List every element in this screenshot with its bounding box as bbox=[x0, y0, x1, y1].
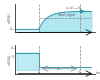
Text: Ideal signal: Ideal signal bbox=[58, 13, 75, 17]
Text: $v_D=V_{Dmax}(t)$: $v_D=V_{Dmax}(t)$ bbox=[65, 4, 82, 12]
Text: $V_{DS0}$: $V_{DS0}$ bbox=[9, 25, 16, 32]
Y-axis label: $v_{DS}(t)$: $v_{DS}(t)$ bbox=[7, 12, 14, 24]
Text: $t_2$: $t_2$ bbox=[78, 68, 82, 76]
Y-axis label: $v_{GS}(t)$: $v_{GS}(t)$ bbox=[7, 53, 14, 66]
Text: time: time bbox=[96, 71, 100, 75]
Text: $V_{GS}$
$=V_n$: $V_{GS}$ $=V_n$ bbox=[8, 44, 16, 61]
Text: $t_1$: $t_1$ bbox=[37, 68, 41, 76]
Text: $d_{off}$: $d_{off}$ bbox=[56, 65, 63, 73]
